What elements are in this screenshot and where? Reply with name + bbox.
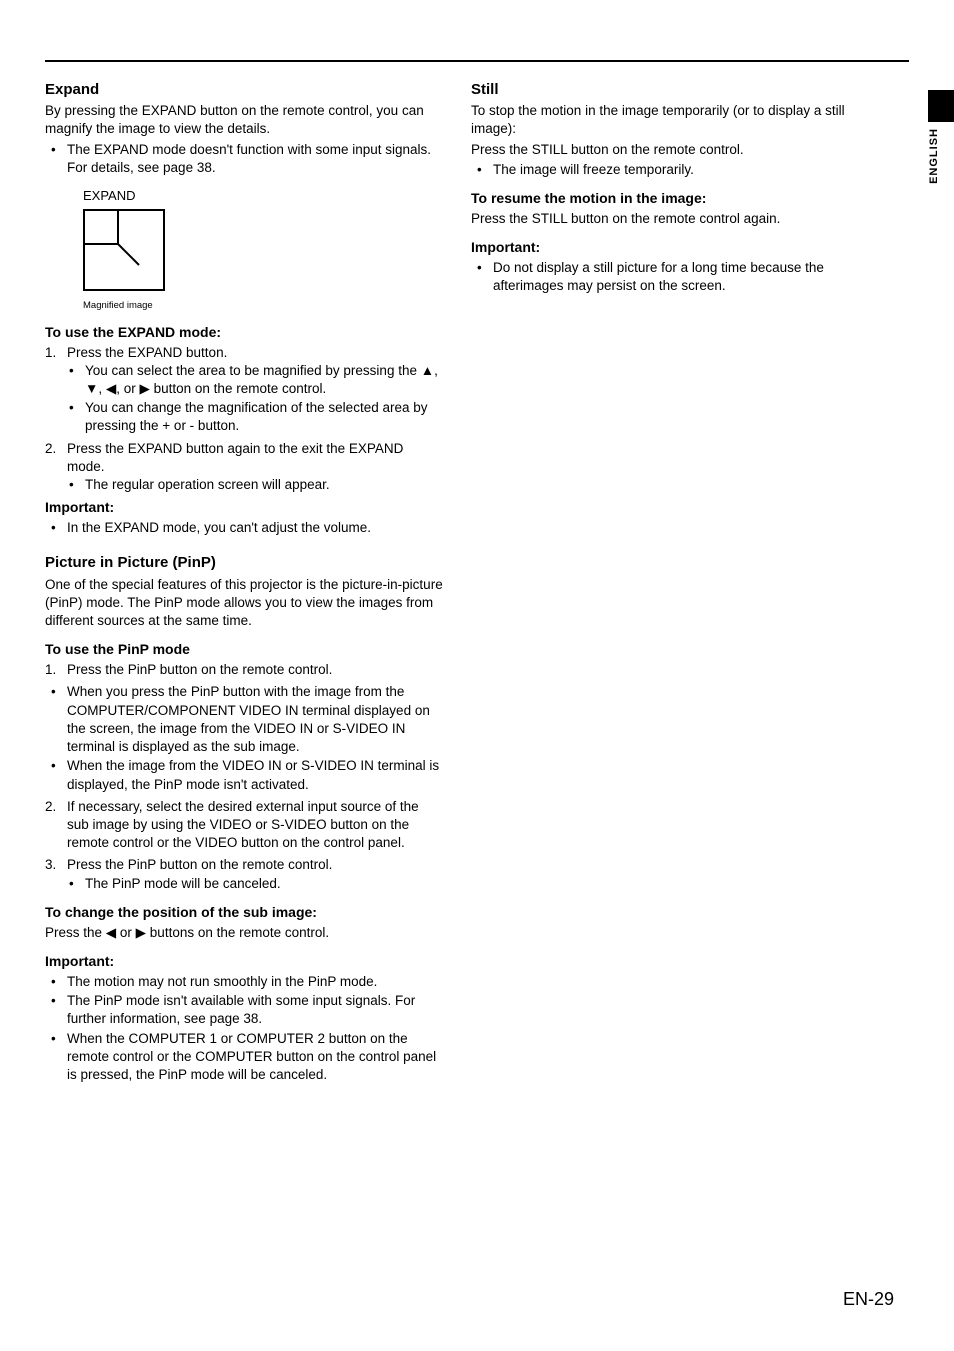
pinp-step-2: 2. If necessary, select the desired exte… bbox=[45, 798, 443, 853]
content-columns: Expand By pressing the EXPAND button on … bbox=[45, 80, 909, 1088]
step-number: 1. bbox=[45, 344, 56, 362]
step-number: 1. bbox=[45, 661, 56, 679]
expand-note-1: The EXPAND mode doesn't function with so… bbox=[45, 141, 443, 177]
expand-step-2: 2. Press the EXPAND button again to the … bbox=[45, 440, 443, 495]
step-number: 2. bbox=[45, 798, 56, 816]
step-text: If necessary, select the desired externa… bbox=[67, 799, 419, 850]
pinp-heading: Picture in Picture (PinP) bbox=[45, 553, 443, 573]
pinp-b2: When the image from the VIDEO IN or S-VI… bbox=[45, 757, 443, 793]
expand-heading: Expand bbox=[45, 80, 443, 100]
pinp-step3-b1: The PinP mode will be canceled. bbox=[67, 875, 443, 893]
still-resume-text: Press the STILL button on the remote con… bbox=[471, 210, 869, 228]
expand-diagram-icon bbox=[83, 209, 165, 291]
expand-step2-b1: The regular operation screen will appear… bbox=[67, 476, 443, 494]
expand-step1-b2: You can change the magnification of the … bbox=[67, 399, 443, 435]
pinp-step-1: 1. Press the PinP button on the remote c… bbox=[45, 661, 443, 679]
pinp-intro: One of the special features of this proj… bbox=[45, 576, 443, 631]
step-number: 3. bbox=[45, 856, 56, 874]
expand-steps: 1. Press the EXPAND button. You can sele… bbox=[45, 344, 443, 495]
page: ENGLISH Expand By pressing the EXPAND bu… bbox=[0, 0, 954, 1351]
still-b1: The image will freeze temporarily. bbox=[471, 161, 869, 179]
step-number: 2. bbox=[45, 440, 56, 458]
expand-step1-bullets: You can select the area to be magnified … bbox=[67, 362, 443, 436]
pinp-step-3: 3. Press the PinP button on the remote c… bbox=[45, 856, 443, 892]
pinp-bullets-a: When you press the PinP button with the … bbox=[45, 683, 443, 793]
pinp-imp-2: The PinP mode isn't available with some … bbox=[45, 992, 443, 1028]
right-column: Still To stop the motion in the image te… bbox=[471, 80, 909, 1088]
pinp-change-text: Press the ◀ or ▶ buttons on the remote c… bbox=[45, 924, 443, 942]
pinp-steps: 1. Press the PinP button on the remote c… bbox=[45, 661, 443, 679]
thumb-tab-bar bbox=[928, 90, 954, 122]
top-rule bbox=[45, 60, 909, 62]
still-intro: To stop the motion in the image temporar… bbox=[471, 102, 869, 138]
still-important-list: Do not display a still picture for a lon… bbox=[471, 259, 869, 295]
language-label: ENGLISH bbox=[927, 128, 942, 184]
still-resume-heading: To resume the motion in the image: bbox=[471, 189, 869, 208]
expand-use-heading: To use the EXPAND mode: bbox=[45, 323, 443, 342]
step-text: Press the EXPAND button again to the exi… bbox=[67, 441, 403, 474]
pinp-imp-1: The motion may not run smoothly in the P… bbox=[45, 973, 443, 991]
expand-important-1: In the EXPAND mode, you can't adjust the… bbox=[45, 519, 443, 537]
pinp-b1: When you press the PinP button with the … bbox=[45, 683, 443, 756]
expand-intro: By pressing the EXPAND button on the rem… bbox=[45, 102, 443, 138]
side-tab: ENGLISH bbox=[914, 90, 954, 184]
still-press: Press the STILL button on the remote con… bbox=[471, 141, 869, 159]
pinp-important-label: Important: bbox=[45, 952, 443, 971]
expand-step2-bullets: The regular operation screen will appear… bbox=[67, 476, 443, 494]
pinp-steps-2: 2. If necessary, select the desired exte… bbox=[45, 798, 443, 893]
page-number: EN-29 bbox=[843, 1287, 894, 1311]
pinp-important-list: The motion may not run smoothly in the P… bbox=[45, 973, 443, 1084]
step-text: Press the PinP button on the remote cont… bbox=[67, 857, 332, 872]
still-heading: Still bbox=[471, 80, 869, 100]
expand-figure: EXPAND Magnified image bbox=[83, 187, 443, 313]
pinp-step3-bullets: The PinP mode will be canceled. bbox=[67, 875, 443, 893]
still-bullets: The image will freeze temporarily. bbox=[471, 161, 869, 179]
expand-notes: The EXPAND mode doesn't function with so… bbox=[45, 141, 443, 177]
pinp-change-heading: To change the position of the sub image: bbox=[45, 903, 443, 922]
left-column: Expand By pressing the EXPAND button on … bbox=[45, 80, 443, 1088]
expand-important-list: In the EXPAND mode, you can't adjust the… bbox=[45, 519, 443, 537]
expand-step1-b1: You can select the area to be magnified … bbox=[67, 362, 443, 398]
expand-important-label: Important: bbox=[45, 498, 443, 517]
pinp-imp-3: When the COMPUTER 1 or COMPUTER 2 button… bbox=[45, 1030, 443, 1085]
expand-figure-caption: Magnified image bbox=[83, 300, 443, 313]
step-text: Press the EXPAND button. bbox=[67, 345, 227, 360]
pinp-use-heading: To use the PinP mode bbox=[45, 640, 443, 659]
step-text: Press the PinP button on the remote cont… bbox=[67, 662, 332, 677]
still-imp-1: Do not display a still picture for a lon… bbox=[471, 259, 869, 295]
expand-step-1: 1. Press the EXPAND button. You can sele… bbox=[45, 344, 443, 436]
expand-figure-label: EXPAND bbox=[83, 187, 443, 205]
still-important-label: Important: bbox=[471, 238, 869, 257]
